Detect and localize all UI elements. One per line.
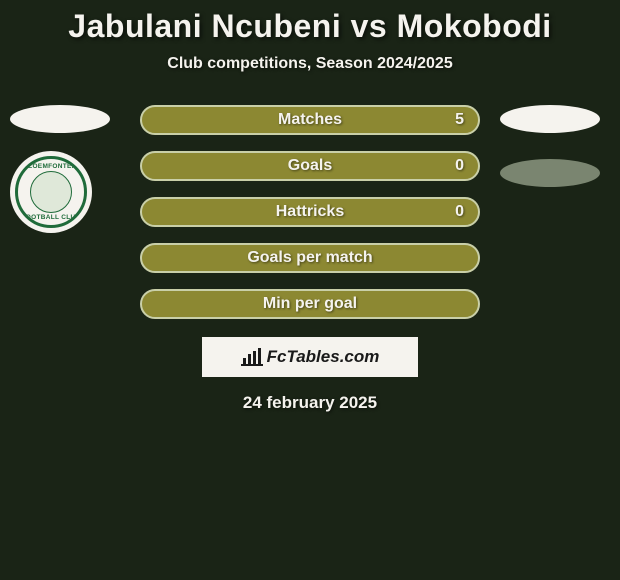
crest-text-top: BLOEMFONTEIN	[23, 163, 79, 170]
stat-label: Hattricks	[276, 203, 344, 221]
stat-label: Min per goal	[263, 295, 357, 313]
stats-section: BLOEMFONTEIN FOOTBALL CLUB Matches 5 Goa…	[0, 105, 620, 413]
stat-row-min-per-goal: Min per goal	[140, 289, 480, 319]
bar-chart-icon	[241, 348, 263, 366]
brand-text: FcTables.com	[267, 347, 380, 367]
stat-rows: Matches 5 Goals 0 Hattricks 0 Goals per …	[140, 105, 480, 319]
stat-value: 0	[455, 203, 464, 221]
header: Jabulani Ncubeni vs Mokobodi Club compet…	[0, 0, 620, 73]
stat-value: 5	[455, 111, 464, 129]
player-avatar-placeholder-icon	[500, 105, 600, 133]
page-subtitle: Club competitions, Season 2024/2025	[0, 55, 620, 73]
player-avatar-placeholder-icon	[10, 105, 110, 133]
right-player-badges	[500, 105, 600, 187]
club-crest-inner: BLOEMFONTEIN FOOTBALL CLUB	[15, 156, 87, 228]
club-crest-placeholder-icon	[500, 159, 600, 187]
club-crest-left: BLOEMFONTEIN FOOTBALL CLUB	[10, 151, 92, 233]
stat-row-goals-per-match: Goals per match	[140, 243, 480, 273]
brand-badge: FcTables.com	[202, 337, 418, 377]
left-player-badges: BLOEMFONTEIN FOOTBALL CLUB	[10, 105, 110, 233]
stat-row-goals: Goals 0	[140, 151, 480, 181]
crest-center-icon	[30, 171, 72, 213]
stat-label: Matches	[278, 111, 342, 129]
crest-text-bottom: FOOTBALL CLUB	[21, 214, 80, 221]
page-title: Jabulani Ncubeni vs Mokobodi	[0, 8, 620, 45]
stat-row-hattricks: Hattricks 0	[140, 197, 480, 227]
stat-value: 0	[455, 157, 464, 175]
stat-label: Goals per match	[247, 249, 372, 267]
footer-date: 24 february 2025	[0, 393, 620, 413]
stat-label: Goals	[288, 157, 332, 175]
stat-row-matches: Matches 5	[140, 105, 480, 135]
